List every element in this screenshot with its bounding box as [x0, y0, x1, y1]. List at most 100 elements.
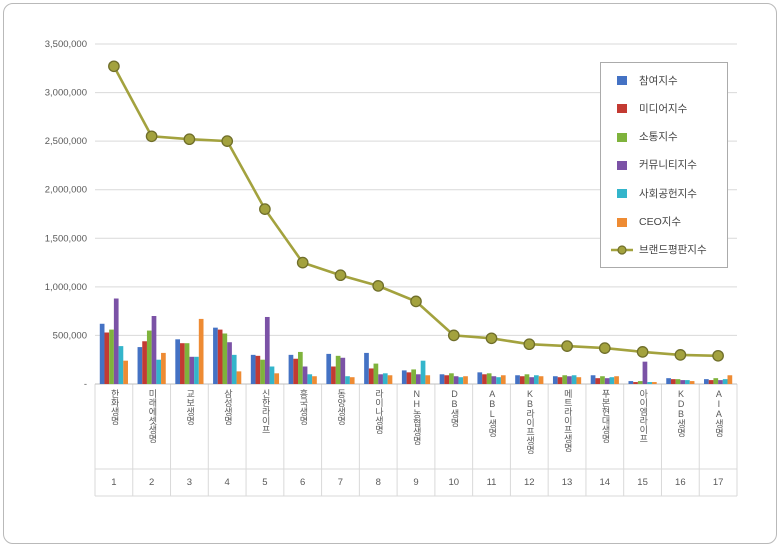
legend-label: CEO지수: [639, 216, 682, 229]
legend-label: 미디어지수: [639, 102, 688, 115]
bar-참여지수: [364, 352, 369, 384]
legend-line-marker-icon: [611, 245, 633, 255]
legend-bar-marker-icon: [617, 132, 627, 142]
bar-참여지수: [590, 375, 596, 384]
bar-참여지수: [704, 379, 709, 384]
trend-marker: [183, 133, 196, 146]
legend-label: 사회공헌지수: [639, 187, 697, 200]
bar-참여지수: [250, 354, 256, 384]
bar-커뮤니티지수: [416, 374, 421, 384]
bar-참여지수: [401, 370, 407, 384]
bar-커뮤니티지수: [529, 377, 534, 384]
bar-소통지수: [486, 373, 492, 384]
bar-참여지수: [137, 347, 143, 384]
bar-소통지수: [298, 351, 303, 384]
y-axis-label: 500,000: [53, 330, 87, 341]
bar-미디어지수: [180, 343, 185, 384]
trend-marker: [296, 256, 309, 269]
legend-label: 참여지수: [639, 74, 678, 87]
bar-참여지수: [175, 339, 181, 384]
bar-CEO지수: [349, 377, 355, 384]
bar-소통지수: [146, 330, 152, 384]
bar-미디어지수: [633, 382, 638, 384]
bar-CEO지수: [463, 376, 468, 384]
bar-커뮤니티지수: [189, 356, 195, 384]
bar-참여지수: [288, 354, 294, 384]
legend-item: CEO지수: [601, 214, 727, 229]
legend-item: 사회공헌지수: [601, 186, 727, 201]
trend-marker: [108, 60, 120, 73]
bar-소통지수: [411, 369, 416, 384]
bar-CEO지수: [425, 375, 431, 384]
bar-CEO지수: [198, 318, 204, 384]
bar-소통지수: [335, 355, 341, 384]
bar-참여지수: [477, 372, 483, 384]
legend-label: 브랜드평판지수: [639, 244, 707, 257]
y-axis-label: 3,500,000: [45, 39, 87, 50]
legend-item: 참여지수: [601, 73, 727, 88]
bar-커뮤니티지수: [264, 316, 270, 384]
bar-사회공헌지수: [722, 379, 728, 384]
bar-소통지수: [373, 363, 379, 384]
y-axis-label: 1,000,000: [45, 282, 87, 293]
trend-marker: [561, 340, 573, 352]
bar-미디어지수: [255, 355, 261, 384]
bar-커뮤니티지수: [378, 374, 383, 384]
bar-CEO지수: [236, 371, 242, 384]
bar-CEO지수: [689, 381, 695, 384]
bar-커뮤니티지수: [604, 378, 610, 384]
y-axis-label: 1,500,000: [45, 233, 87, 244]
bar-CEO지수: [651, 382, 657, 384]
legend-bar-marker-icon: [617, 76, 627, 86]
bar-미디어지수: [708, 380, 714, 384]
y-axis-label: 3,000,000: [45, 88, 87, 99]
y-axis-label: 2,000,000: [45, 185, 87, 196]
y-axis-label: 2,500,000: [45, 136, 87, 147]
bar-CEO지수: [538, 376, 544, 384]
bar-소통지수: [222, 333, 228, 384]
bar-사회공헌지수: [307, 374, 313, 384]
bar-사회공헌지수: [231, 354, 237, 384]
bar-CEO지수: [727, 375, 733, 384]
bar-사회공헌지수: [685, 380, 690, 384]
bar-사회공헌지수: [647, 382, 652, 384]
bar-커뮤니티지수: [227, 342, 232, 384]
bar-미디어지수: [519, 376, 525, 384]
bar-미디어지수: [557, 377, 563, 384]
legend-label: 커뮤니티지수: [639, 159, 697, 172]
trend-marker: [259, 203, 271, 215]
bar-소통지수: [637, 381, 643, 384]
bar-CEO지수: [500, 375, 506, 384]
bar-소통지수: [260, 359, 265, 384]
trend-marker: [523, 338, 536, 351]
bar-사회공헌지수: [194, 356, 199, 384]
bar-소통지수: [675, 379, 681, 384]
bar-CEO지수: [576, 377, 582, 384]
bar-사회공헌지수: [382, 373, 388, 384]
bar-참여지수: [515, 375, 520, 384]
bar-CEO지수: [312, 376, 317, 384]
bar-사회공헌지수: [420, 360, 426, 384]
bar-커뮤니티지수: [151, 316, 157, 384]
bar-소통지수: [524, 374, 530, 384]
bar-CEO지수: [614, 376, 619, 384]
bar-미디어지수: [670, 379, 676, 384]
bar-CEO지수: [274, 373, 280, 384]
bar-사회공헌지수: [609, 377, 615, 384]
bar-참여지수: [552, 376, 558, 384]
bar-커뮤니티지수: [340, 357, 346, 384]
bar-소통지수: [600, 376, 605, 384]
legend-bar-marker-icon: [617, 160, 627, 170]
trend-marker: [372, 280, 385, 292]
bar-사회공헌지수: [345, 376, 350, 384]
trend-marker: [221, 135, 234, 147]
trend-marker: [712, 349, 724, 362]
bar-미디어지수: [368, 368, 374, 384]
trend-marker: [674, 349, 687, 361]
bar-CEO지수: [123, 360, 128, 384]
trend-marker: [485, 332, 498, 345]
bar-미디어지수: [444, 375, 450, 384]
legend-label: 소통지수: [639, 131, 678, 144]
bar-커뮤니티지수: [491, 376, 497, 384]
